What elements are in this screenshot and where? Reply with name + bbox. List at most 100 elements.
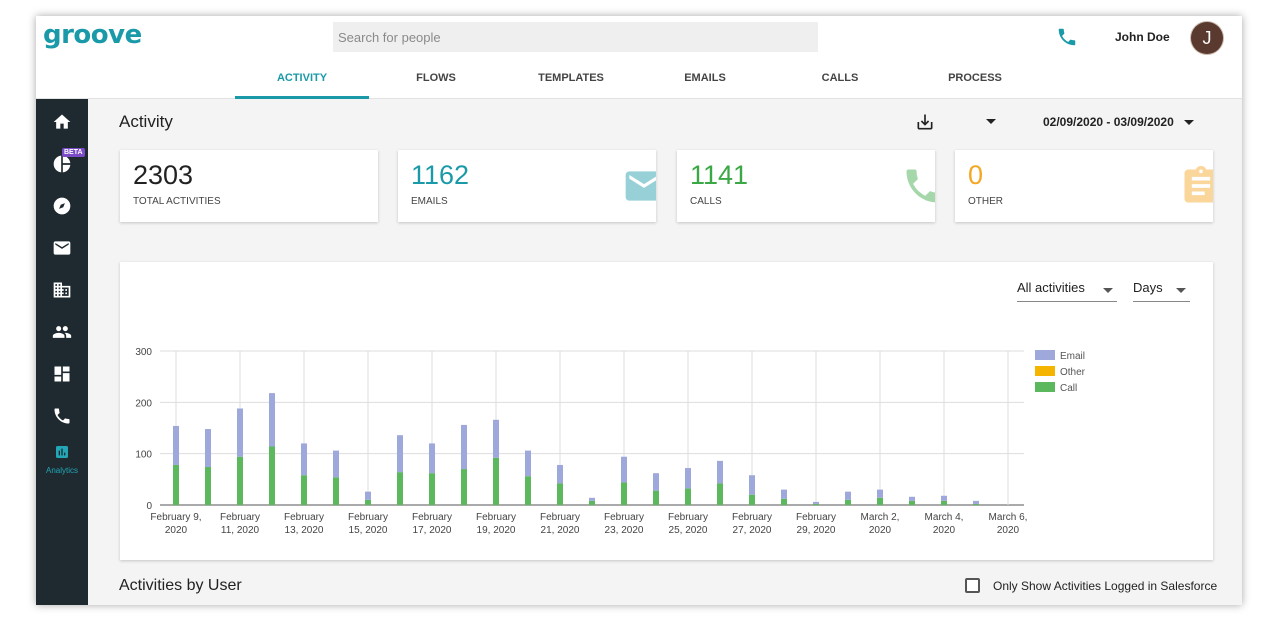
bar-email (205, 429, 211, 468)
x-tick-label: February 29, 2020 (796, 512, 836, 536)
bar-email (461, 424, 467, 470)
bar-call (173, 464, 179, 505)
dashboard-icon (54, 366, 70, 382)
top-header: groove John Doe J ACTIVITY FLOWS TEMPLAT… (36, 16, 1242, 99)
sidebar-item-explore[interactable] (36, 188, 88, 224)
building-icon (53, 282, 71, 298)
x-tick-label: February 17, 2020 (412, 512, 452, 536)
bar-email (653, 473, 659, 491)
interval-dropdown[interactable]: Days (1133, 280, 1190, 302)
download-icon[interactable] (915, 112, 935, 132)
y-tick-label: 200 (135, 398, 152, 409)
pie-chart-icon (53, 155, 71, 173)
phone-icon[interactable] (1056, 26, 1078, 48)
phone-icon (906, 169, 935, 203)
total-activities-card: 2303 TOTAL ACTIVITIES (120, 150, 378, 222)
analytics-icon (56, 446, 68, 458)
bar-call (589, 500, 595, 505)
sidebar-item-label: Analytics (45, 466, 78, 475)
date-range-picker[interactable]: 02/09/2020 - 03/09/2020 (1043, 115, 1174, 129)
tab-flows[interactable]: FLOWS (416, 72, 456, 84)
bar-call (557, 483, 563, 505)
sidebar-item-calls[interactable] (36, 398, 88, 434)
bar-email (973, 500, 979, 504)
avatar[interactable]: J (1191, 22, 1223, 54)
bar-email (749, 475, 755, 495)
activities-by-user-title: Activities by User (119, 577, 242, 594)
sidebar-item-dashboard[interactable] (36, 356, 88, 392)
sidebar-item-people[interactable] (36, 314, 88, 350)
activities-filter-dropdown[interactable]: All activities (1017, 280, 1117, 302)
sidebar: BETA Analytics (36, 99, 88, 605)
app-window: groove John Doe J ACTIVITY FLOWS TEMPLAT… (36, 16, 1242, 605)
legend-swatch (1035, 382, 1055, 392)
y-tick-label: 100 (135, 450, 152, 461)
legend-label: Call (1060, 383, 1077, 394)
card-value: 1141 (690, 160, 749, 190)
bar-email (621, 456, 627, 483)
sidebar-item-mail[interactable] (36, 230, 88, 266)
x-tick-label: March 6, 2020 (989, 512, 1028, 536)
legend-label: Other (1060, 367, 1086, 378)
card-value: 0 (968, 160, 984, 190)
export-dropdown-icon[interactable] (986, 119, 996, 124)
mail-icon (53, 241, 71, 255)
x-tick-label: February 19, 2020 (476, 512, 516, 536)
x-tick-label: February 25, 2020 (668, 512, 708, 536)
bar-call (653, 490, 659, 505)
salesforce-only-label: Only Show Activities Logged in Salesforc… (993, 579, 1218, 593)
activity-chart-panel: All activities Days 0 100 200 300 February 9… (120, 262, 1213, 560)
card-label: EMAILS (411, 196, 448, 207)
bar-call (877, 497, 883, 505)
bar-email (493, 419, 499, 458)
x-tick-label: March 4, 2020 (925, 512, 964, 536)
bar-call (685, 488, 691, 505)
tab-emails[interactable]: EMAILS (684, 72, 726, 84)
card-label: CALLS (690, 196, 722, 207)
user-name[interactable]: John Doe (1115, 30, 1170, 44)
bar-call (301, 475, 307, 505)
tab-process[interactable]: PROCESS (948, 72, 1002, 84)
bar-email (301, 443, 307, 476)
groove-logo[interactable]: groove (43, 20, 142, 50)
bar-email (813, 501, 819, 504)
dropdown-value: All activities (1017, 280, 1085, 295)
bar-email (397, 435, 403, 473)
sidebar-item-companies[interactable] (36, 272, 88, 308)
y-tick-label: 0 (146, 501, 152, 512)
calls-card: 1141 CALLS (677, 150, 935, 222)
bar-call (909, 500, 915, 505)
sidebar-item-analytics[interactable]: Analytics (36, 440, 88, 486)
legend-label: Email (1060, 351, 1085, 362)
x-tick-label: February 15, 2020 (348, 512, 388, 536)
bar-call (365, 499, 371, 505)
x-tick-label: February 27, 2020 (732, 512, 772, 536)
bar-call (397, 472, 403, 505)
other-card: 0 OTHER (955, 150, 1213, 222)
bar-email (525, 450, 531, 477)
bar-call (461, 469, 467, 505)
chevron-down-icon[interactable] (1184, 120, 1194, 125)
bar-email (909, 496, 915, 501)
bar-email (717, 460, 723, 484)
bar-email (845, 491, 851, 500)
tab-activity[interactable]: ACTIVITY (235, 66, 369, 99)
x-tick-label: February 21, 2020 (540, 512, 580, 536)
chevron-down-icon (1103, 288, 1113, 293)
sidebar-item-home[interactable] (36, 104, 88, 140)
bar-call (749, 494, 755, 505)
salesforce-only-checkbox[interactable] (965, 578, 980, 593)
sidebar-item-insights[interactable]: BETA (36, 146, 88, 182)
bar-call (845, 499, 851, 505)
x-tick-label: March 2, 2020 (861, 512, 900, 536)
clipboard-icon (1184, 165, 1213, 203)
card-label: TOTAL ACTIVITIES (133, 196, 221, 207)
bar-email (877, 489, 883, 498)
search-input[interactable] (333, 22, 818, 52)
bar-email (781, 489, 787, 499)
tab-templates[interactable]: TEMPLATES (538, 72, 604, 84)
tab-calls[interactable]: CALLS (821, 72, 859, 84)
bar-email (237, 408, 243, 457)
card-value: 2303 (133, 160, 194, 190)
phone-icon (54, 408, 70, 424)
